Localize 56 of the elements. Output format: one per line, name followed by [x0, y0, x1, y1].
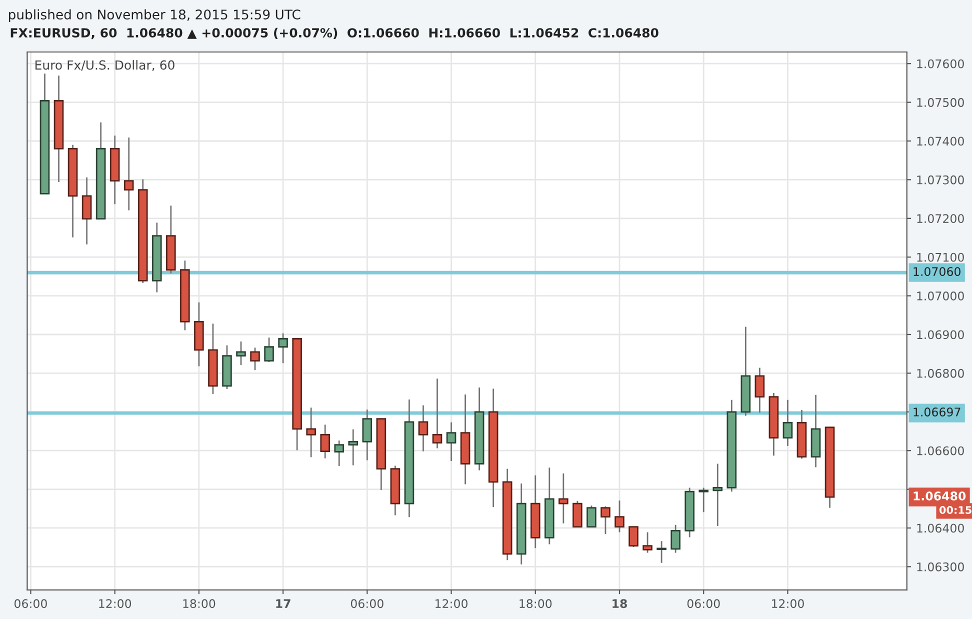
- candlestick: [250, 346, 260, 371]
- candlestick: [446, 422, 456, 462]
- x-tick-label: 18: [612, 599, 627, 608]
- y-tick-label: 1.07400: [917, 136, 964, 146]
- candlestick: [782, 399, 793, 447]
- x-tick-label: 18:00: [183, 599, 216, 608]
- candlestick: [278, 332, 288, 364]
- candlestick: [698, 487, 709, 513]
- candlestick: [572, 500, 582, 528]
- text: Euro Fx/U.S. Dollar, 60: [35, 60, 174, 72]
- candlestick: [586, 504, 596, 528]
- x-tick-label: 17: [276, 599, 290, 608]
- y-tick-label: 1.07300: [917, 175, 964, 184]
- y-tick-label: 1.06900: [917, 330, 964, 340]
- candlestick: [418, 404, 428, 452]
- x-tick-label: 18:00: [520, 599, 552, 608]
- candlestick: [306, 406, 316, 458]
- x-tick-label: 12:00: [772, 599, 804, 608]
- candlestick: [236, 340, 246, 366]
- candlestick: [600, 506, 610, 535]
- text: published on November 18, 2015 15:59 UTC: [8, 9, 300, 22]
- candlestick: [82, 176, 92, 246]
- ref-line-label: 1.06697: [914, 408, 960, 416]
- y-tick-label: 1.07100: [917, 252, 964, 262]
- candlestick: [264, 336, 274, 363]
- text: 1.06480: [914, 492, 966, 500]
- y-tick-label: 1.07000: [917, 292, 964, 300]
- y-tick-label: 1.06600: [917, 446, 964, 456]
- candlestick: [362, 408, 372, 461]
- y-tick-label: 1.07600: [917, 59, 964, 68]
- y-tick-label: 1.06400: [917, 524, 964, 533]
- y-tick-label: 1.07500: [917, 98, 964, 107]
- x-tick-label: 06:00: [350, 599, 384, 608]
- ref-line-label: 1.07060: [914, 267, 960, 276]
- y-tick-label: 1.06800: [917, 368, 964, 378]
- candlestick: [432, 378, 442, 449]
- candlestick: [614, 500, 624, 533]
- x-tick-label: 12:00: [436, 599, 468, 608]
- candlestick: [712, 463, 723, 527]
- x-tick-label: 06:00: [687, 599, 720, 608]
- candlestick: [754, 367, 765, 414]
- candlestick: [124, 136, 134, 211]
- candlestick: [670, 524, 680, 554]
- candlestick: [320, 424, 330, 460]
- text: FX:EURUSD, 60 1.06480 ▲ +0.00075 (+0.07%) O:1.06660 H:1.06660 L:1.06452 C:1.06480: [10, 28, 658, 40]
- candlestick: [642, 532, 652, 554]
- x-tick-label: 06:00: [14, 599, 47, 608]
- y-tick-label: 1.07200: [917, 214, 964, 224]
- candlestick: [334, 440, 344, 467]
- y-tick-label: 1.06300: [917, 562, 964, 572]
- candlestick: [348, 428, 358, 466]
- text: 00:15: [939, 506, 972, 514]
- candlestick: [628, 526, 638, 548]
- x-tick-label: 12:00: [99, 599, 132, 608]
- candlestick: [656, 540, 666, 564]
- candlestick: [558, 472, 568, 524]
